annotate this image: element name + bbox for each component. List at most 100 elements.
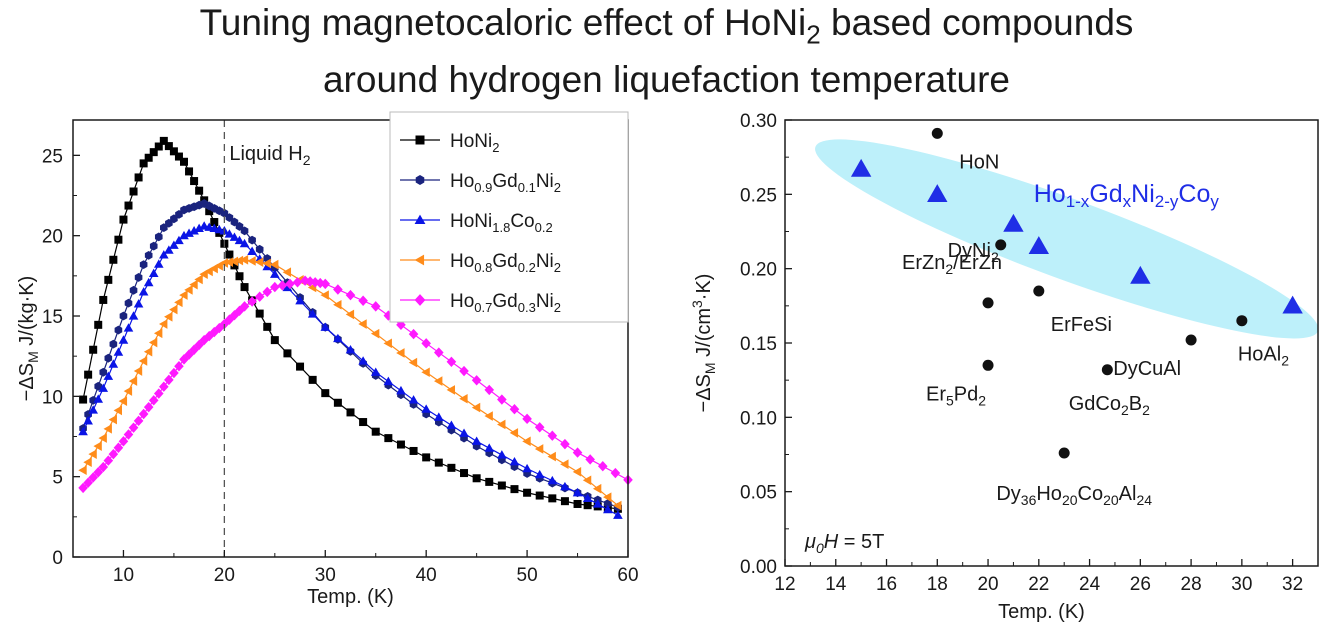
- data-point: [262, 258, 271, 269]
- data-point: [421, 338, 431, 349]
- data-point: [345, 344, 356, 354]
- data-point: [610, 467, 621, 479]
- data-point: [535, 491, 544, 500]
- data-point: [184, 285, 193, 295]
- data-point: [270, 269, 280, 278]
- data-point: [123, 429, 134, 440]
- data-point: [195, 186, 204, 195]
- data-point: [282, 282, 293, 292]
- data-point: [94, 381, 103, 391]
- data-point: [235, 272, 244, 281]
- data-point: [422, 453, 431, 462]
- x-tick-label: 50: [517, 565, 538, 586]
- data-point: [510, 485, 519, 494]
- data-point: [1028, 236, 1050, 255]
- data-point: [179, 290, 188, 300]
- data-point: [270, 281, 280, 293]
- data-point: [133, 366, 143, 376]
- data-point: [522, 413, 532, 425]
- data-point: [270, 336, 279, 345]
- data-point: [547, 430, 558, 441]
- data-point: [927, 184, 948, 202]
- data-point: [307, 309, 318, 318]
- data-point: [164, 142, 173, 151]
- data-point: [534, 444, 544, 454]
- data-point: [548, 494, 557, 503]
- x-axis-label: Temp. (K): [998, 601, 1085, 623]
- data-point: [189, 279, 198, 290]
- y-tick-label: 0: [52, 548, 63, 569]
- data-point: [1101, 364, 1113, 376]
- data-point: [1236, 315, 1248, 327]
- data-point: [292, 277, 303, 288]
- data-point: [447, 463, 456, 472]
- legend-marker: [415, 175, 425, 185]
- data-point: [396, 385, 406, 395]
- legend-item: HoNi1.8Co0.2: [400, 211, 553, 235]
- data-point: [164, 312, 173, 322]
- data-point: [123, 323, 134, 332]
- data-point: [283, 349, 292, 358]
- data-point: [345, 309, 355, 320]
- data-point: [277, 280, 288, 291]
- data-point: [497, 394, 507, 405]
- data-point: [174, 361, 184, 372]
- data-point: [88, 405, 98, 414]
- data-point: [471, 402, 481, 413]
- data-point: [573, 499, 582, 508]
- data-point: [143, 346, 153, 357]
- x-tick-label: 22: [1028, 574, 1049, 595]
- left-chart: Liquid H2 10 20 30 40 50 60 0 5 10 15 20 25 Temp. (K)…: [16, 111, 639, 608]
- data-point: [255, 309, 264, 318]
- data-point: [89, 345, 98, 354]
- data-point: [99, 295, 108, 304]
- data-point: [174, 152, 183, 161]
- data-point: [194, 339, 204, 351]
- legend-label: Ho0.7Gd0.3Ni2: [450, 291, 561, 315]
- data-point: [285, 278, 295, 290]
- data-point: [154, 232, 163, 242]
- data-point: [433, 347, 444, 358]
- data-point: [305, 276, 315, 287]
- data-point: [149, 241, 158, 251]
- data-point: [472, 474, 481, 483]
- y-tick-label: 0.00: [740, 557, 777, 578]
- data-point: [99, 367, 108, 377]
- data-point: [572, 447, 583, 458]
- data-point: [234, 255, 244, 266]
- legend-item: HoNi2: [400, 131, 499, 155]
- data-point: [224, 257, 234, 267]
- data-point: [446, 356, 457, 367]
- data-point: [484, 384, 495, 396]
- data-point: [180, 157, 188, 166]
- data-point: [103, 455, 114, 466]
- data-point: [93, 441, 102, 451]
- data-point: [113, 405, 123, 416]
- data-point: [263, 322, 272, 331]
- title-text-b: based compounds: [820, 2, 1134, 43]
- data-point: [572, 467, 582, 477]
- data-point: [523, 488, 532, 497]
- data-point: [370, 367, 381, 376]
- data-point: [194, 274, 203, 285]
- data-point: [179, 230, 189, 240]
- data-point: [224, 229, 235, 238]
- point-label: ErFeSi: [1051, 314, 1112, 336]
- data-point: [270, 259, 279, 270]
- data-point: [119, 215, 128, 224]
- data-point: [118, 335, 129, 344]
- y-tick-label: 20: [42, 227, 63, 248]
- data-point: [613, 500, 622, 511]
- data-point: [194, 223, 204, 233]
- data-point: [359, 418, 368, 427]
- data-point: [371, 427, 380, 436]
- data-point: [592, 483, 602, 494]
- point-label: HoAl2: [1238, 344, 1289, 369]
- data-point: [408, 395, 419, 404]
- data-point: [190, 177, 199, 186]
- data-point: [129, 285, 138, 295]
- data-point: [1033, 285, 1045, 297]
- data-point: [408, 357, 418, 368]
- data-point: [143, 401, 154, 413]
